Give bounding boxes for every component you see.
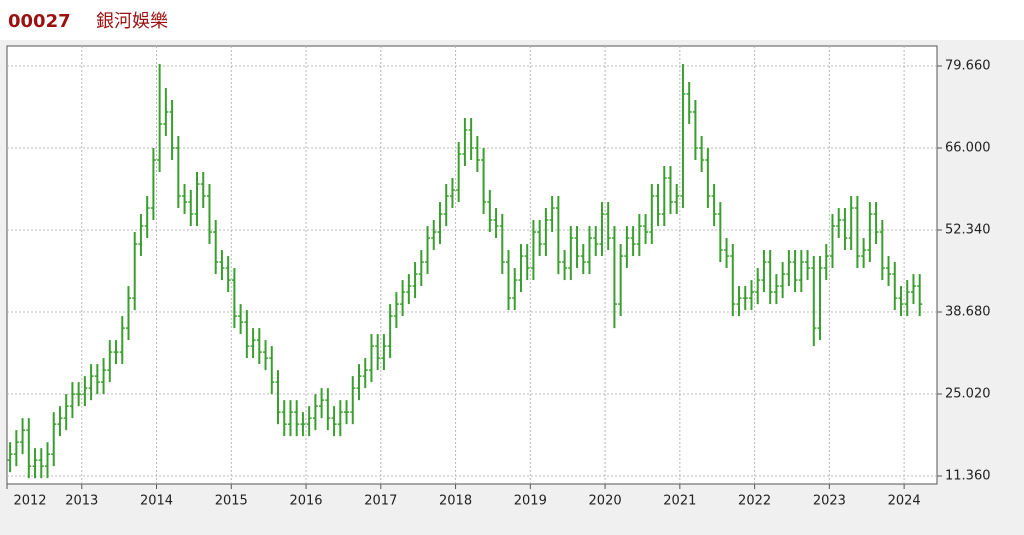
x-tick-label: 2017: [364, 494, 397, 509]
plot-area: [6, 45, 938, 485]
x-tick-label: 2015: [215, 494, 248, 509]
x-tick-label: 2024: [888, 494, 921, 509]
chart-title: 銀河娛樂: [96, 11, 168, 32]
x-tick-label: 2016: [289, 494, 322, 509]
x-tick-label: 2021: [663, 494, 696, 509]
y-tick-label: 66.000: [945, 140, 991, 155]
y-tick-label: 25.020: [945, 387, 991, 402]
x-tick-label: 2023: [813, 494, 846, 509]
y-tick-label: 52.340: [945, 223, 991, 238]
x-tick-label: 2014: [140, 494, 173, 509]
x-tick-label: 2020: [589, 494, 622, 509]
x-tick-label: 2013: [65, 494, 98, 509]
x-tick-label: 2012: [13, 494, 46, 509]
y-tick-label: 79.660: [945, 58, 991, 73]
x-tick-label: 2022: [738, 494, 771, 509]
y-tick-label: 38.680: [945, 305, 991, 320]
y-tick-label: 11.360: [945, 469, 991, 484]
header: [0, 0, 1024, 40]
x-tick-label: 2019: [514, 494, 547, 509]
symbol: 00027: [8, 11, 71, 32]
x-tick-label: 2018: [439, 494, 472, 509]
